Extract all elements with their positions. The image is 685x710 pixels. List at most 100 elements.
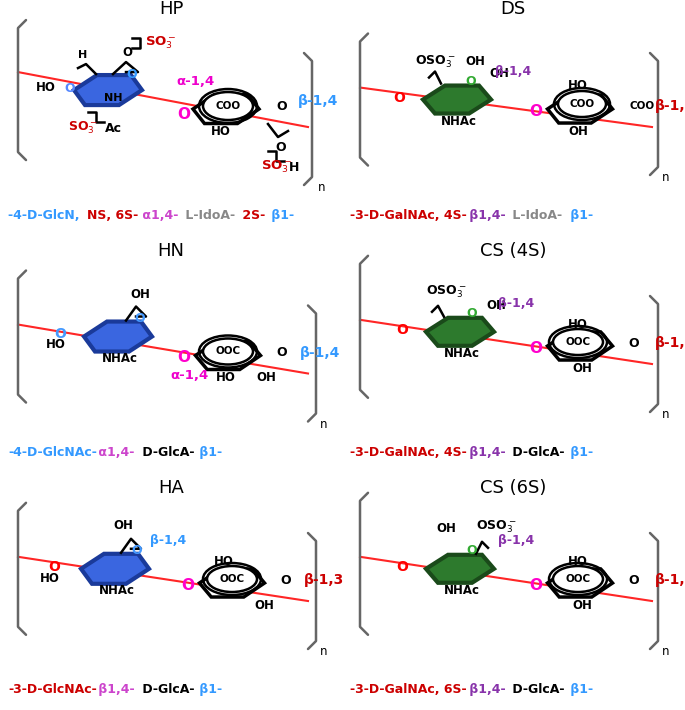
Text: β1-: β1- xyxy=(566,683,593,697)
Ellipse shape xyxy=(558,91,606,117)
Text: HO: HO xyxy=(568,555,588,567)
Text: O: O xyxy=(122,45,132,58)
Text: HO: HO xyxy=(568,317,588,331)
Text: α1,4-: α1,4- xyxy=(95,446,135,459)
Text: OH: OH xyxy=(256,371,276,384)
Text: COO: COO xyxy=(630,101,655,111)
Polygon shape xyxy=(81,554,149,584)
Text: COO: COO xyxy=(216,101,240,111)
Text: OH: OH xyxy=(436,523,456,535)
Ellipse shape xyxy=(553,566,603,592)
Polygon shape xyxy=(193,94,259,124)
Text: OH: OH xyxy=(489,67,509,80)
Polygon shape xyxy=(195,342,260,369)
Text: NHAc: NHAc xyxy=(444,584,480,597)
Text: O: O xyxy=(135,312,145,325)
Text: O: O xyxy=(132,545,142,557)
Text: O: O xyxy=(628,574,638,586)
Text: β1,4-: β1,4- xyxy=(465,683,506,697)
Text: SO$_3^-$: SO$_3^-$ xyxy=(145,35,177,51)
Text: NHAc: NHAc xyxy=(99,584,135,597)
Text: O: O xyxy=(64,82,75,94)
Text: HO: HO xyxy=(216,371,236,384)
Text: β1,4-: β1,4- xyxy=(465,446,506,459)
Polygon shape xyxy=(547,569,612,597)
Text: β-1,3: β-1,3 xyxy=(304,573,345,587)
Text: HO: HO xyxy=(211,124,231,138)
Text: OOC: OOC xyxy=(565,574,590,584)
Text: β-1,4: β-1,4 xyxy=(150,535,186,547)
Text: β-1,4: β-1,4 xyxy=(298,94,338,108)
Text: β1,4-: β1,4- xyxy=(95,683,135,697)
Text: D-GlcA-: D-GlcA- xyxy=(138,446,194,459)
Text: OH: OH xyxy=(465,55,485,68)
Text: n: n xyxy=(320,645,327,658)
Text: OH: OH xyxy=(486,300,506,312)
Text: HO: HO xyxy=(36,80,56,94)
Text: NS, 6S-: NS, 6S- xyxy=(87,209,138,222)
Text: O: O xyxy=(276,346,286,359)
Text: β-1,4: β-1,4 xyxy=(498,535,534,547)
Text: α-1,4: α-1,4 xyxy=(177,75,215,87)
Polygon shape xyxy=(199,569,264,597)
Text: D-GlcA-: D-GlcA- xyxy=(138,683,194,697)
Text: O: O xyxy=(182,577,195,593)
Text: HP: HP xyxy=(159,1,183,18)
Polygon shape xyxy=(547,332,612,360)
Text: NHAc: NHAc xyxy=(444,347,480,360)
Text: Ac: Ac xyxy=(105,121,121,135)
Text: O: O xyxy=(177,106,190,121)
Text: OSO$_3^-$: OSO$_3^-$ xyxy=(426,283,466,300)
Text: -3-D-GalNAc, 6S-: -3-D-GalNAc, 6S- xyxy=(350,683,466,697)
Text: β-1,4: β-1,4 xyxy=(498,297,534,310)
Text: β1-: β1- xyxy=(267,209,295,222)
Text: NH: NH xyxy=(103,93,122,103)
Ellipse shape xyxy=(203,92,253,120)
Text: OSO$_3^-$: OSO$_3^-$ xyxy=(415,53,456,70)
Text: O: O xyxy=(628,337,638,349)
Text: O: O xyxy=(54,327,66,341)
Text: β1-: β1- xyxy=(195,683,223,697)
Text: OH: OH xyxy=(572,599,592,611)
Ellipse shape xyxy=(207,566,257,592)
Text: O: O xyxy=(530,341,543,356)
Text: β-1,4: β-1,4 xyxy=(495,65,532,78)
Text: H: H xyxy=(289,160,299,173)
Polygon shape xyxy=(84,322,152,351)
Text: HO: HO xyxy=(568,79,588,92)
Text: L-IdoA-: L-IdoA- xyxy=(508,209,562,222)
Text: β1-: β1- xyxy=(566,209,593,222)
Text: β1,4-: β1,4- xyxy=(465,209,506,222)
Text: O: O xyxy=(396,559,408,574)
Text: β1-: β1- xyxy=(195,446,223,459)
Text: OH: OH xyxy=(568,124,588,138)
Text: OSO$_3^-$: OSO$_3^-$ xyxy=(476,518,516,535)
Polygon shape xyxy=(426,318,494,346)
Text: OOC: OOC xyxy=(565,337,590,347)
Text: O: O xyxy=(393,91,405,104)
Text: HO: HO xyxy=(214,555,234,567)
Text: HO: HO xyxy=(40,572,60,585)
Text: H: H xyxy=(78,50,88,60)
Text: β-1,4: β-1,4 xyxy=(300,346,340,359)
Text: β-1,3: β-1,3 xyxy=(655,336,685,350)
Text: O: O xyxy=(177,350,190,365)
Text: -3-D-GalNAc, 4S-: -3-D-GalNAc, 4S- xyxy=(350,446,466,459)
Text: HN: HN xyxy=(158,242,184,261)
Text: OOC: OOC xyxy=(216,346,240,356)
Text: HA: HA xyxy=(158,479,184,497)
Text: L-IdoA-: L-IdoA- xyxy=(181,209,235,222)
Text: O: O xyxy=(530,104,543,119)
Text: OOC: OOC xyxy=(219,574,245,584)
Text: -3-D-GlcNAc-: -3-D-GlcNAc- xyxy=(8,683,97,697)
Text: OH: OH xyxy=(572,361,592,374)
Text: O: O xyxy=(280,574,290,586)
Text: D-GlcA-: D-GlcA- xyxy=(508,446,565,459)
Text: O: O xyxy=(275,141,286,153)
Text: OH: OH xyxy=(113,519,133,532)
Text: β1-: β1- xyxy=(566,446,593,459)
Text: DS: DS xyxy=(500,1,525,18)
Ellipse shape xyxy=(553,329,603,355)
Text: NHAc: NHAc xyxy=(441,115,477,128)
Text: SO$_3^-$: SO$_3^-$ xyxy=(68,120,98,136)
